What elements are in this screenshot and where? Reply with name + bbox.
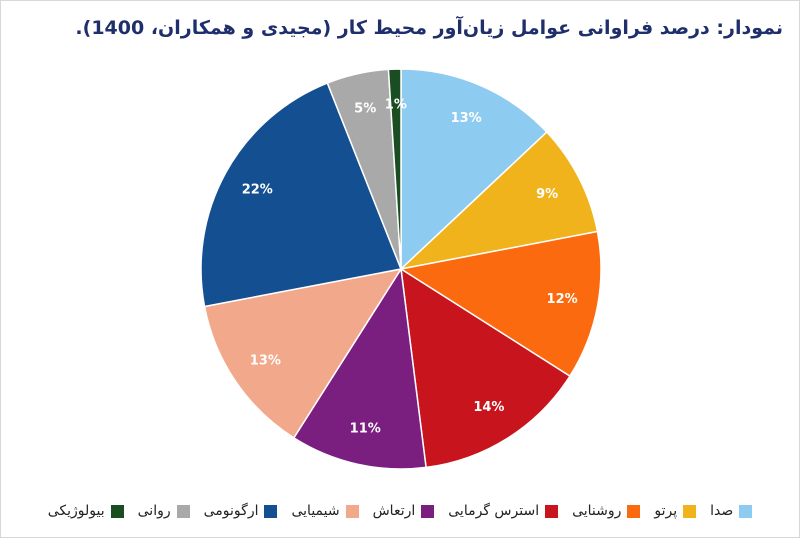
data-label: 5% [354,101,376,116]
legend-label: شیمیایی [291,503,340,519]
legend-label: پرتو [654,503,678,519]
pie-slice [400,267,571,469]
pie-slice [398,131,599,271]
pie-slice [398,230,602,378]
chart-title: نمودار: درصد فراوانی عوامل زیان‌آور محیط… [75,17,783,39]
legend-label: ارگونومی [203,503,259,519]
legend-item: ارتعاش [373,503,435,519]
data-label: 13% [451,111,482,126]
legend-item: بیولوژیکی [48,503,124,519]
pie-slice [292,266,427,470]
legend-label: روشنایی [572,503,622,519]
data-label: 14% [473,400,504,415]
legend-swatch [345,504,359,518]
data-label: 22% [242,182,273,197]
legend-label: صدا [710,503,734,519]
legend-swatch [683,504,697,518]
legend-item: ارگونومی [204,503,278,519]
legend-label: ارتعاش [372,503,416,519]
legend-swatch [545,504,559,518]
pie-slice [400,68,548,271]
legend-label: روانی [137,503,171,519]
legend-swatch [110,504,124,518]
legend-item: پرتو [654,503,697,519]
legend-item: روانی [138,503,190,519]
legend-swatch [627,504,641,518]
legend-label: بیولوژیکی [47,503,105,519]
pie-slice [200,82,403,308]
legend-item: روشنایی [572,503,641,519]
data-label: 13% [250,354,281,369]
data-label: 1% [385,98,407,113]
legend-swatch [739,504,753,518]
legend-label: استرس گرمایی [448,503,540,519]
legend-item: صدا [710,503,753,519]
pie-slice [387,68,402,270]
data-label: 12% [547,292,578,307]
legend: صدا پرتو روشنایی استرس گرمایی ارتعاش شیمیایی ا… [21,503,779,519]
legend-item: شیمیایی [291,503,359,519]
data-label: 9% [536,187,558,202]
legend-swatch [421,504,435,518]
legend-swatch [264,504,278,518]
data-label: 11% [350,422,381,437]
legend-item: استرس گرمایی [448,503,559,519]
pie-slice [203,267,403,439]
legend-swatch [176,504,190,518]
